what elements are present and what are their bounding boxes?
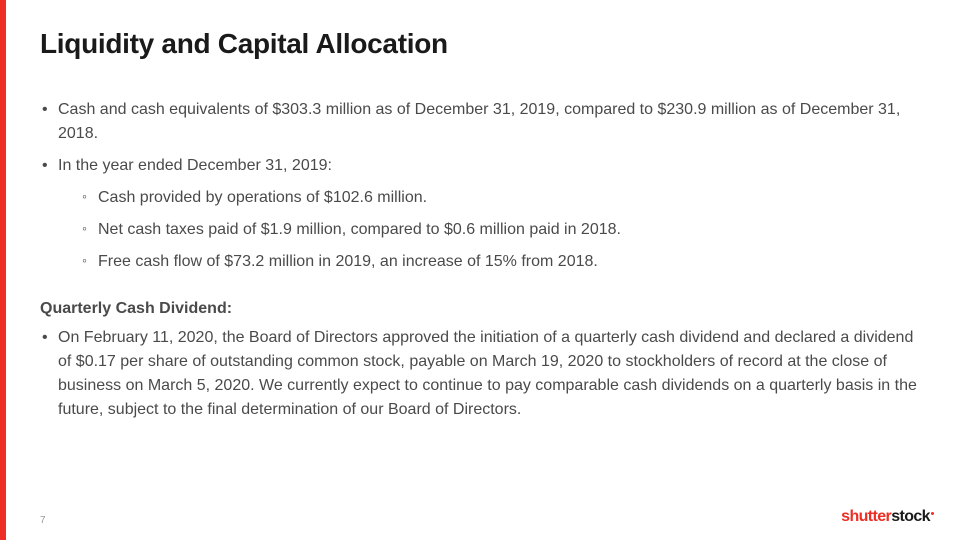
- bullet-list-2: On February 11, 2020, the Board of Direc…: [40, 326, 920, 422]
- list-item: In the year ended December 31, 2019: Cas…: [40, 154, 920, 274]
- list-item: Cash and cash equivalents of $303.3 mill…: [40, 98, 920, 146]
- page-title: Liquidity and Capital Allocation: [40, 28, 920, 60]
- shutterstock-logo: shutterstock: [841, 508, 934, 526]
- list-item: On February 11, 2020, the Board of Direc…: [40, 326, 920, 422]
- logo-part-1: shutter: [841, 508, 891, 525]
- logo-part-2: stock: [891, 508, 930, 525]
- slide-content: Liquidity and Capital Allocation Cash an…: [40, 28, 920, 510]
- accent-bar: [0, 0, 6, 540]
- list-item: Cash provided by operations of $102.6 mi…: [80, 186, 920, 210]
- sub-bullet-list: Cash provided by operations of $102.6 mi…: [58, 186, 920, 274]
- list-item: Net cash taxes paid of $1.9 million, com…: [80, 218, 920, 242]
- subheading-text: Quarterly Cash Dividend: [40, 300, 227, 317]
- bullet-list-1: Cash and cash equivalents of $303.3 mill…: [40, 98, 920, 274]
- logo-dot-icon: [931, 512, 934, 515]
- subheading: Quarterly Cash Dividend:: [40, 300, 920, 318]
- list-item: Free cash flow of $73.2 million in 2019,…: [80, 250, 920, 274]
- list-item-text: In the year ended December 31, 2019:: [58, 157, 332, 174]
- subheading-suffix: :: [227, 300, 232, 317]
- page-number: 7: [40, 515, 46, 526]
